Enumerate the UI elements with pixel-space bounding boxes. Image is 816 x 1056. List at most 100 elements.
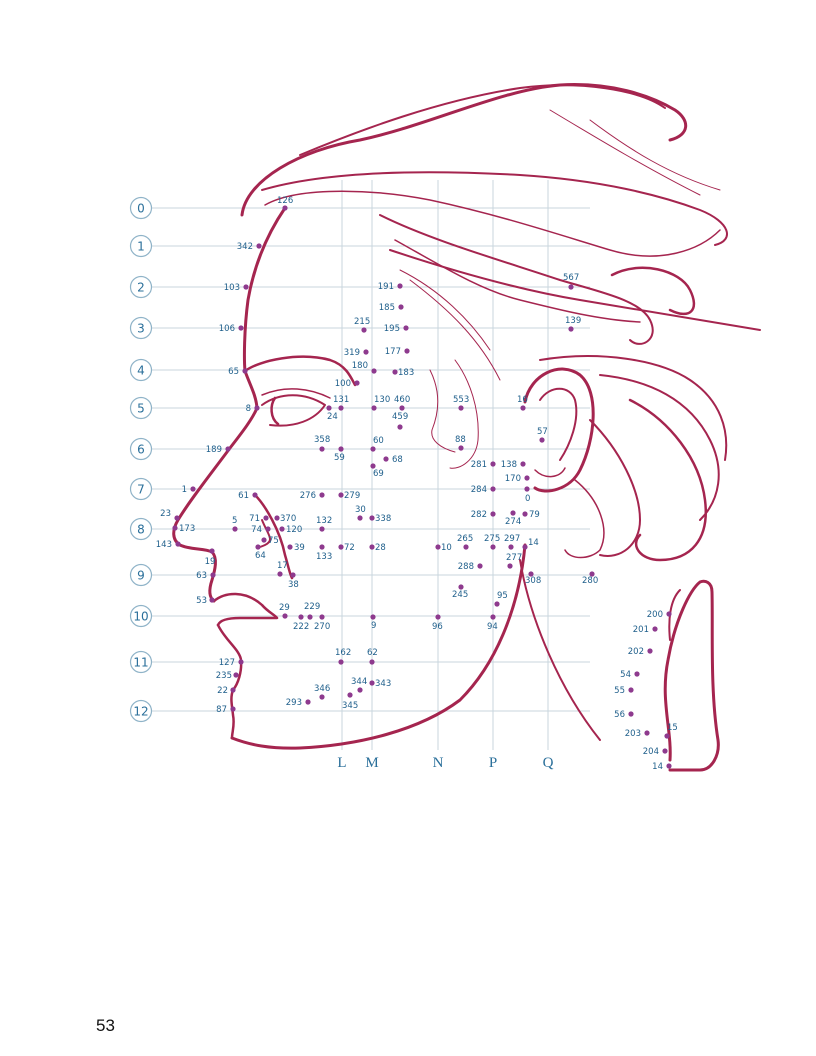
face-point-label: 275 bbox=[484, 534, 500, 544]
face-point-label: 72 bbox=[344, 543, 355, 553]
face-point-label: 131 bbox=[333, 395, 349, 405]
ear-point-label: 15 bbox=[667, 723, 678, 733]
face-point-label: 293 bbox=[286, 698, 302, 708]
face-point-marker bbox=[371, 368, 377, 374]
face-point-label: 143 bbox=[156, 540, 172, 550]
face-point-label: 170 bbox=[505, 474, 521, 484]
face-point-marker bbox=[209, 597, 215, 603]
face-point-label: 277 bbox=[506, 553, 522, 563]
face-point-marker bbox=[338, 544, 344, 550]
face-point-label: 553 bbox=[453, 395, 469, 405]
row-number: 1 bbox=[137, 240, 145, 254]
face-point-marker bbox=[238, 659, 244, 665]
face-point-label: 88 bbox=[455, 435, 466, 445]
face-point-label: 0 bbox=[525, 494, 530, 504]
face-point-label: 39 bbox=[294, 543, 305, 553]
face-point-label: 567 bbox=[563, 273, 579, 283]
face-point-marker bbox=[458, 584, 464, 590]
face-point-label: 245 bbox=[452, 590, 468, 600]
ear-point-marker bbox=[644, 730, 650, 736]
ear-point-label: 14 bbox=[652, 762, 663, 772]
face-point-marker bbox=[363, 349, 369, 355]
ear-point-marker bbox=[634, 671, 640, 677]
face-point-marker bbox=[319, 492, 325, 498]
face-point-label: 276 bbox=[300, 491, 316, 501]
face-point-marker bbox=[490, 511, 496, 517]
face-point-marker bbox=[490, 544, 496, 550]
face-point-marker bbox=[319, 544, 325, 550]
face-point-marker bbox=[370, 446, 376, 452]
face-point-marker bbox=[282, 205, 288, 211]
face-point-label: 103 bbox=[224, 283, 240, 293]
face-point-label: 139 bbox=[565, 316, 581, 326]
face-point-marker bbox=[225, 446, 231, 452]
face-point-marker bbox=[490, 614, 496, 620]
face-point-label: 53 bbox=[196, 596, 207, 606]
face-point-label: 61 bbox=[238, 491, 249, 501]
face-point-label: 28 bbox=[375, 543, 386, 553]
face-point-marker bbox=[397, 283, 403, 289]
face-point-label: 23 bbox=[160, 509, 171, 519]
face-point-marker bbox=[528, 571, 534, 577]
face-point-marker bbox=[508, 544, 514, 550]
row-marker bbox=[129, 650, 153, 674]
face-point-label: 30 bbox=[355, 505, 366, 515]
column-letter: M bbox=[365, 755, 378, 771]
face-point-marker bbox=[338, 446, 344, 452]
face-point-label: 185 bbox=[379, 303, 395, 313]
column-letter: N bbox=[433, 755, 444, 771]
face-point-marker bbox=[338, 405, 344, 411]
ear-point-marker bbox=[662, 748, 668, 754]
face-point-marker bbox=[435, 614, 441, 620]
face-point-label: 235 bbox=[216, 671, 232, 681]
face-point-label: 138 bbox=[501, 460, 517, 470]
face-point-marker bbox=[435, 544, 441, 550]
face-point-label: 120 bbox=[286, 525, 302, 535]
face-point-marker bbox=[477, 563, 483, 569]
ear-point-marker bbox=[647, 648, 653, 654]
face-point-label: 288 bbox=[458, 562, 474, 572]
face-point-marker bbox=[256, 243, 262, 249]
face-point-label: 308 bbox=[525, 576, 541, 586]
face-point-label: 280 bbox=[582, 576, 598, 586]
face-point-marker bbox=[282, 613, 288, 619]
face-point-marker bbox=[370, 463, 376, 469]
page-number: 53 bbox=[96, 1016, 115, 1035]
face-point-label: 279 bbox=[344, 491, 360, 501]
face-point-label: 281 bbox=[471, 460, 487, 470]
face-point-marker bbox=[175, 541, 181, 547]
face-point-marker bbox=[277, 571, 283, 577]
face-point-label: 74 bbox=[251, 525, 262, 535]
ear-point-label: 55 bbox=[614, 686, 625, 696]
face-point-marker bbox=[290, 572, 296, 578]
face-point-label: 265 bbox=[457, 534, 473, 544]
row-number: 6 bbox=[137, 443, 145, 457]
row-number: 12 bbox=[133, 705, 148, 719]
face-point-marker bbox=[261, 537, 267, 543]
face-point-marker bbox=[305, 699, 311, 705]
face-point-label: 63 bbox=[196, 571, 207, 581]
face-point-label: 460 bbox=[394, 395, 410, 405]
face-point-marker bbox=[338, 659, 344, 665]
face-point-label: 62 bbox=[367, 648, 378, 658]
face-point-marker bbox=[397, 424, 403, 430]
face-point-label: 57 bbox=[537, 427, 548, 437]
face-point-label: 162 bbox=[335, 648, 351, 658]
ear-point-label: 200 bbox=[647, 610, 663, 620]
face-point-marker bbox=[490, 461, 496, 467]
face-point-marker bbox=[242, 368, 248, 374]
face-point-marker bbox=[463, 544, 469, 550]
face-point-marker bbox=[230, 706, 236, 712]
face-point-marker bbox=[287, 544, 293, 550]
face-point-label: 38 bbox=[288, 580, 299, 590]
row-number: 0 bbox=[137, 202, 145, 216]
face-point-label: 344 bbox=[351, 677, 367, 687]
face-point-marker bbox=[209, 548, 215, 554]
ear-point-label: 56 bbox=[614, 710, 625, 720]
face-point-label: 215 bbox=[354, 317, 370, 327]
face-point-marker bbox=[369, 544, 375, 550]
face-point-marker bbox=[398, 304, 404, 310]
row-marker bbox=[129, 396, 153, 420]
